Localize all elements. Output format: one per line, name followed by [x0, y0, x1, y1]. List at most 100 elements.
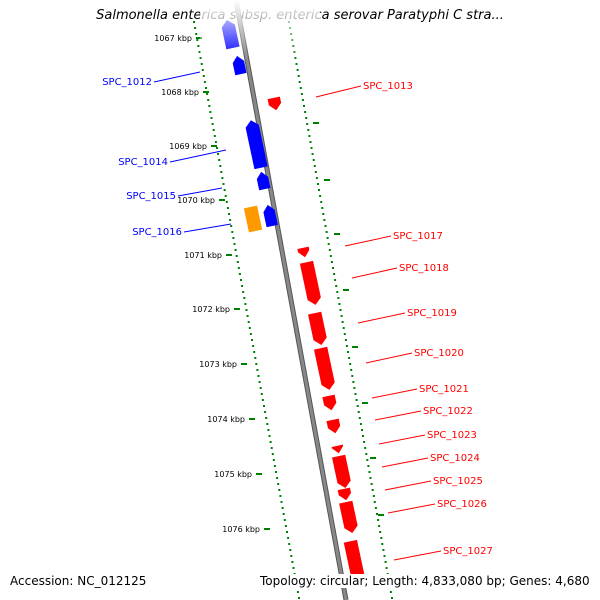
kbp-tick-label: 1068 kbp [161, 88, 199, 97]
outer-dot-track [319, 195, 322, 197]
inner-dot-track [217, 153, 220, 155]
leader-line [351, 267, 398, 279]
inner-dot-track [296, 591, 299, 593]
inner-dot-track [193, 21, 195, 23]
gene-label-reverse: SPC_1024 [430, 453, 480, 464]
outer-dot-track [304, 111, 307, 113]
outer-dot-track [297, 75, 300, 77]
kbp-tick-labels: 1067 kbp 1068 kbp 1069 kbp 1070 kbp 1071 kbp… [154, 34, 384, 534]
outer-dot-track [322, 213, 325, 215]
leader-line [374, 410, 422, 421]
leader-line [357, 312, 406, 324]
outer-dot-track [363, 441, 366, 443]
inner-dot-track [277, 483, 280, 485]
outer-dot-track [335, 285, 338, 287]
gene-label-reverse: SPC_1020 [414, 348, 464, 359]
outer-dot-track [309, 141, 312, 143]
inner-dot-track [208, 105, 211, 107]
outer-dot-track [329, 255, 332, 257]
tick-dot-tracks [193, 21, 393, 599]
gene-label-reverse: SPC_1026 [437, 499, 487, 510]
gene-spc-1025 [337, 487, 352, 501]
outer-dot-track [368, 471, 371, 473]
outer-dot-track [315, 177, 318, 179]
gene-spc-1014 [245, 120, 268, 170]
inner-dot-track [291, 561, 294, 563]
outer-dot-track [330, 261, 333, 263]
outer-dot-track [299, 87, 302, 89]
outer-dot-track [384, 561, 387, 563]
outer-dot-track [305, 117, 308, 119]
outer-dot-track [389, 591, 392, 593]
inner-dot-track [273, 465, 276, 467]
inner-dot-track [238, 273, 241, 275]
kbp-tick-label: 1067 kbp [154, 34, 192, 43]
outer-dot-track [350, 369, 353, 371]
inner-dot-track [286, 531, 288, 533]
inner-dot-track [233, 243, 236, 245]
outer-dot-track [361, 429, 363, 431]
outer-dot-track [362, 435, 364, 437]
leader-line [393, 550, 442, 561]
leader-line [315, 85, 362, 98]
inner-dot-track [224, 195, 227, 197]
inner-dot-track [247, 321, 250, 323]
gene-label-reverse: SPC_1022 [423, 406, 473, 417]
inner-dot-track [235, 255, 238, 257]
outer-dot-track [382, 549, 385, 551]
gene-label-reverse: SPC_1013 [363, 81, 413, 92]
gene-label-reverse: SPC_1023 [427, 430, 477, 441]
inner-dot-track [202, 75, 205, 77]
outer-dot-track [300, 93, 303, 95]
inner-dot-track [232, 237, 235, 239]
leader-line [365, 352, 413, 364]
outer-dot-track [341, 321, 344, 323]
kbp-tick-label: 1072 kbp [192, 305, 230, 314]
inner-dot-track [219, 165, 222, 167]
inner-dot-track [229, 219, 232, 221]
outer-dot-track [374, 507, 377, 509]
outer-dot-track [356, 405, 359, 407]
outer-dot-track [383, 555, 386, 557]
outer-dot-track [359, 423, 362, 425]
inner-dot-track [266, 423, 269, 425]
outer-dot-track [345, 345, 348, 347]
inner-dot-track [221, 177, 224, 179]
leader-line [153, 71, 201, 83]
inner-dot-track [206, 93, 209, 95]
inner-dot-track [244, 303, 247, 305]
outer-dot-track [366, 459, 369, 461]
outer-dot-track [381, 543, 384, 545]
inner-dot-track [196, 39, 199, 41]
inner-dot-track [263, 405, 265, 407]
leader-line [387, 503, 436, 514]
inner-dot-track [231, 231, 234, 233]
outer-dot-track [323, 219, 326, 221]
outer-dot-track [352, 381, 355, 383]
inner-dot-track [276, 477, 279, 479]
gene-labels: SPC_1012 SPC_1014 SPC_1015 SPC_1016 SPC_1013… [102, 77, 493, 557]
leader-line [381, 457, 429, 468]
outer-dot-track [310, 147, 313, 149]
kbp-tick-label: 1069 kbp [169, 142, 207, 151]
inner-dot-track [258, 381, 261, 383]
gene-label-forward: SPC_1014 [118, 157, 168, 168]
leader-line [183, 223, 232, 233]
outer-dot-track [298, 81, 301, 83]
outer-dot-track [370, 483, 373, 485]
outer-dot-track [380, 537, 383, 539]
outer-dot-track [344, 339, 347, 341]
outer-dot-track [349, 363, 352, 365]
inner-dot-track [213, 135, 216, 137]
inner-dot-track [212, 129, 215, 131]
inner-dot-track [298, 597, 300, 599]
inner-dot-track [216, 147, 218, 149]
outer-dot-track [337, 297, 340, 299]
inner-dot-track [209, 111, 212, 113]
inner-dot-track [282, 513, 285, 515]
inner-dot-track [284, 525, 287, 527]
inner-dot-track [201, 69, 204, 71]
outer-dot-track [348, 357, 351, 359]
gene-label-reverse: SPC_1017 [393, 231, 443, 242]
inner-dot-track [228, 213, 230, 215]
